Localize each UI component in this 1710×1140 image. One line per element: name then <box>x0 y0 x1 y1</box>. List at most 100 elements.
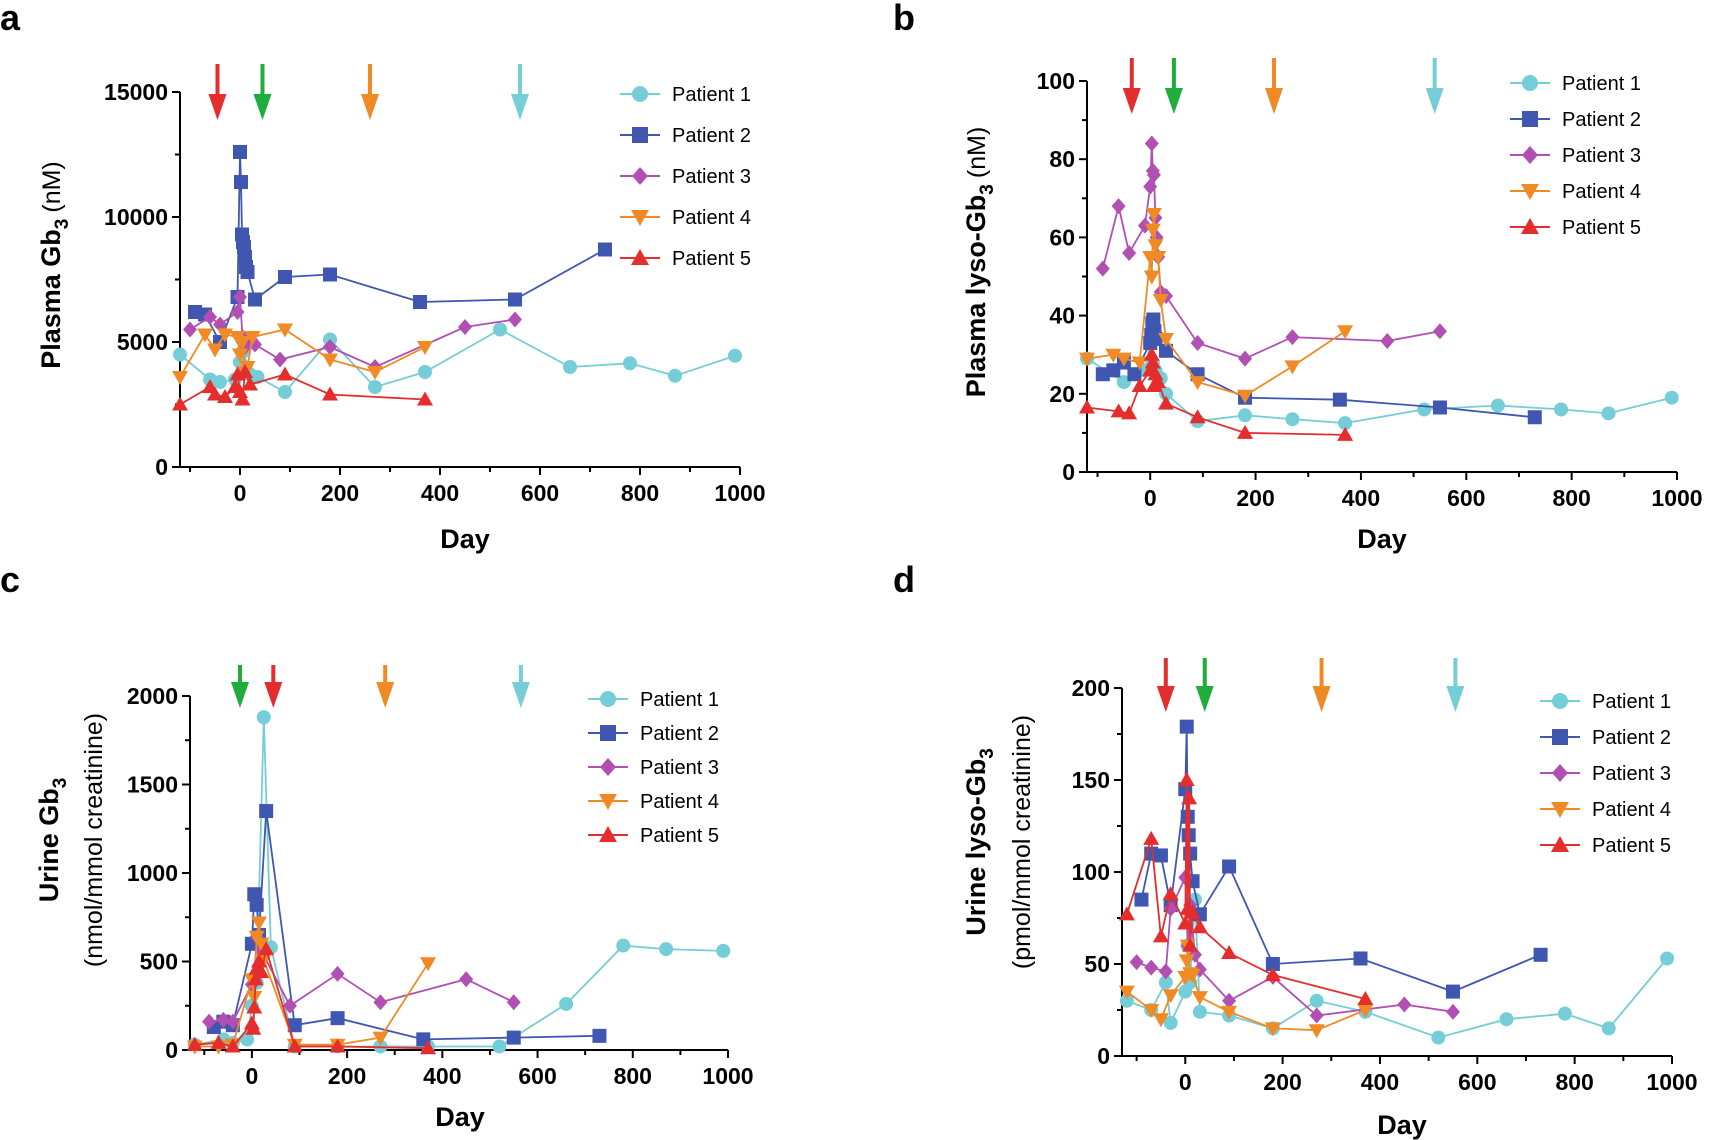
panel-a-series-4-point <box>217 328 233 343</box>
panel-d-x-tick-label: 800 <box>1555 1069 1593 1095</box>
panel-a-arrow-head <box>208 94 227 120</box>
panel-c-series-3-point <box>216 1011 231 1028</box>
panel-c-series-2-point <box>592 1028 607 1043</box>
panel-b-legend-marker-1 <box>1522 75 1538 91</box>
panel-d-series-2-point <box>1153 848 1168 863</box>
panel-a-legend-marker-1 <box>632 86 648 102</box>
panel-b-series-1-point <box>1338 416 1353 431</box>
panel-b-series-4-point <box>1158 333 1175 348</box>
panel-a-legend-label-3: Patient 3 <box>672 166 751 188</box>
panel-d-series-1-point <box>1163 1015 1178 1030</box>
panel-a-series-4-point <box>417 341 433 355</box>
panel-a-series-5-point <box>237 364 253 378</box>
y-axis-title-d: Urine lyso-Gb3 <box>961 748 998 936</box>
panel-a-x-tick-label: 600 <box>521 480 559 506</box>
panel-a-series-1-point <box>728 348 742 363</box>
panel-c-y-tick-label: 2000 <box>127 683 178 709</box>
panel-b-series-4-point <box>1143 270 1160 285</box>
panel-b-series-1-point <box>1159 386 1174 401</box>
panel-c-legend-label-2: Patient 2 <box>640 723 719 745</box>
panel-c-y-tick-label: 1500 <box>127 772 178 798</box>
panel-c-series-5-point <box>186 1036 203 1051</box>
panel-d-series-4-point <box>1143 1004 1160 1018</box>
panel-a-series-1-point <box>668 368 682 383</box>
panel-d-series-1-point <box>1192 1004 1207 1019</box>
panel-b-arrow-head <box>1122 88 1141 114</box>
panel-c-series-1-point <box>256 710 271 725</box>
y-axis-title-a: Plasma Gb3(nM) <box>36 161 73 369</box>
panel-a-x-tick-label: 1000 <box>714 480 765 506</box>
y-axis-unit-d: (pmol/mmol creatinine) <box>1008 715 1036 969</box>
panel-b-series-4-point <box>1284 360 1301 375</box>
panel-d-series-4-point <box>1191 991 1208 1006</box>
panel-b-legend-label-4: Patient 4 <box>1562 181 1641 203</box>
panel-b-series-5-point <box>1158 395 1175 410</box>
panel-b-series-1-point <box>1285 412 1300 427</box>
panel-d-series-4-point <box>1118 985 1135 1000</box>
panel-b-y-tick-label: 60 <box>1049 224 1075 250</box>
panel-c-series-5-point <box>253 964 270 979</box>
panel-b-series-4-point <box>1152 293 1169 308</box>
panel-a-series-5-point <box>417 391 433 406</box>
panel-a-legend-marker-2 <box>632 127 648 143</box>
panel-d-series-1-point <box>1309 993 1324 1008</box>
panel-b-arrow-head <box>1265 88 1284 114</box>
y-axis-unit-c: (nmol/mmol creatinine) <box>80 713 108 967</box>
panel-a-y-tick-label: 10000 <box>104 204 168 230</box>
panel-a-x-tick-label: 800 <box>621 480 659 506</box>
panel-d-series-5-point <box>1177 915 1194 930</box>
panel-a-series-5-point <box>242 376 258 391</box>
panel-b-series-5-point <box>1337 426 1354 441</box>
panel-a-series-5-point <box>217 389 233 403</box>
panel-c-legend-marker-5 <box>599 826 617 842</box>
panel-d-series-4-point <box>1184 969 1201 984</box>
panel-c-series-2-point <box>287 1018 302 1033</box>
panel-b-series-3-point <box>1380 333 1395 350</box>
panel-b-series-5-point <box>1189 409 1206 424</box>
panel-c-series-3-point <box>459 971 474 988</box>
panel-c-series-2-point <box>247 887 262 902</box>
panel-b-series-3-point <box>1285 329 1300 346</box>
panel-a-y-tick-label: 15000 <box>104 79 168 105</box>
panel-c-series-5-point <box>329 1038 346 1053</box>
panel-d-legend-label-3: Patient 3 <box>1592 763 1671 785</box>
panel-d-series-5-point <box>1182 937 1199 952</box>
panel-c-series-4-point <box>420 957 437 972</box>
panel-c-series-4-point <box>248 930 265 945</box>
panel-b-x-tick-label: 800 <box>1552 485 1590 511</box>
panel-b-series-1-point <box>1490 398 1505 413</box>
panel-d-series-3-point <box>1445 1003 1460 1020</box>
panel-c-series-4-point <box>372 1031 389 1046</box>
panel-b-series-5-point <box>1079 399 1095 414</box>
panel-d-x-tick-label: 600 <box>1458 1069 1496 1095</box>
panel-d-series-3-point <box>1158 963 1173 980</box>
panel-a-series-2-point <box>413 295 427 309</box>
panel-a-series-2-point <box>234 175 248 189</box>
panel-a-series-2-point <box>508 292 522 307</box>
panel-d-x-tick-label: 200 <box>1263 1069 1301 1095</box>
panel-a-series-1-point <box>213 375 227 389</box>
x-axis-title-b: Day <box>1357 524 1407 554</box>
panel-d-legend-marker-1 <box>1552 693 1568 709</box>
panel-a-x-tick-label: 0 <box>234 480 247 506</box>
panel-b-series-1-line <box>1086 342 1672 425</box>
panel-c-x-tick-label: 400 <box>423 1063 461 1089</box>
panel-c-series-5-point <box>246 999 263 1014</box>
panel-d-series-3-point <box>1129 954 1144 971</box>
panel-b-legend-label-1: Patient 1 <box>1562 73 1641 95</box>
panel-d-series-3-point <box>1397 996 1412 1013</box>
panel-b-series-2-point <box>1332 392 1347 407</box>
panel-d-legend-marker-3 <box>1552 764 1568 782</box>
panel-b-series-4-point <box>1189 376 1206 391</box>
panel-c-legend-label-1: Patient 1 <box>640 689 719 711</box>
panel-d-arrow-head <box>1195 686 1214 712</box>
panel-b-x-tick-label: 200 <box>1236 485 1274 511</box>
panel-b-legend-label-3: Patient 3 <box>1562 145 1641 167</box>
panel-a-series-1-point <box>563 360 577 374</box>
panel-d-series-5-point <box>1191 919 1208 934</box>
panel-d-arrow-head <box>1446 686 1465 712</box>
panel-d-series-4-point <box>1152 1013 1169 1028</box>
panel-a: a Plasma Gb3(nM) Day 0 200 400 600 800 100005… <box>0 0 766 554</box>
panel-a-series-4-point <box>232 348 248 363</box>
